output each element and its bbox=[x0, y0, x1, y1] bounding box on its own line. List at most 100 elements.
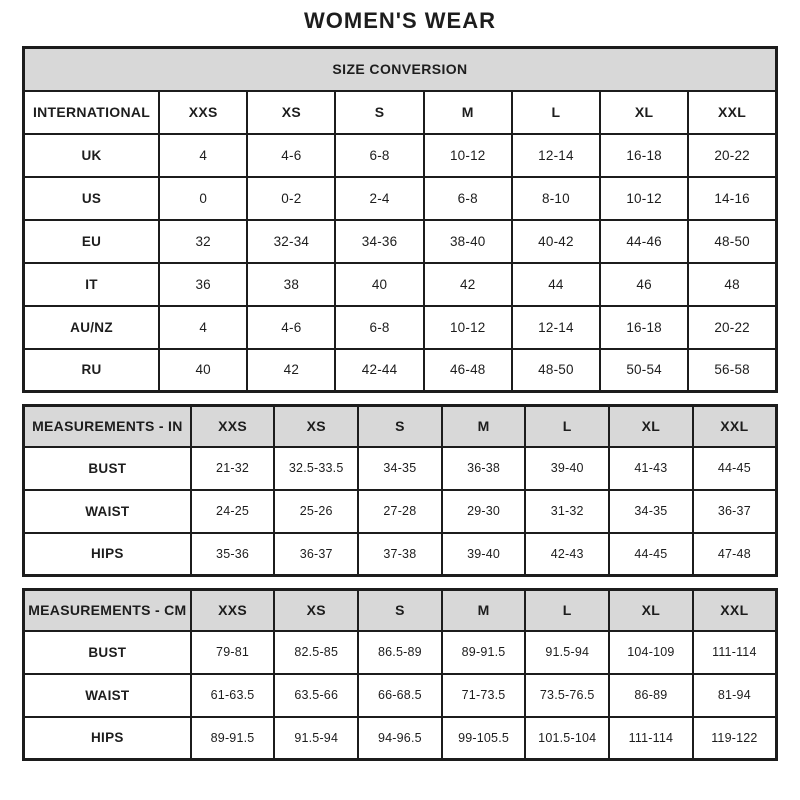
cell: 34-35 bbox=[608, 488, 694, 534]
column-header: M bbox=[422, 89, 513, 135]
cell: 24-25 bbox=[189, 488, 276, 534]
cell: 36 bbox=[158, 261, 249, 307]
row-label: WAIST bbox=[22, 488, 192, 534]
cell: 27-28 bbox=[357, 488, 443, 534]
column-header: XS bbox=[246, 89, 337, 135]
cell: 4 bbox=[158, 304, 249, 350]
column-header: L bbox=[510, 89, 602, 135]
cell: 38-40 bbox=[422, 218, 513, 264]
cell: 111-114 bbox=[608, 715, 694, 761]
row-label: UK bbox=[22, 132, 161, 178]
column-header: XXS bbox=[189, 588, 276, 632]
cell: 36-38 bbox=[440, 445, 527, 491]
cell: 36-37 bbox=[691, 488, 778, 534]
table-row: HIPS 35-36 36-37 37-38 39-40 42-43 44-45… bbox=[22, 531, 778, 577]
cell: 16-18 bbox=[599, 304, 690, 350]
cell: 104-109 bbox=[608, 629, 694, 675]
column-header: M bbox=[440, 404, 527, 448]
cell: 8-10 bbox=[510, 175, 602, 221]
table-row: HIPS 89-91.5 91.5-94 94-96.5 99-105.5 10… bbox=[22, 715, 778, 761]
row-label: WAIST bbox=[22, 672, 192, 718]
cell: 119-122 bbox=[691, 715, 778, 761]
table-row: WAIST 24-25 25-26 27-28 29-30 31-32 34-3… bbox=[22, 488, 778, 534]
cell: 46 bbox=[599, 261, 690, 307]
column-header: INTERNATIONAL bbox=[22, 89, 161, 135]
cell: 36-37 bbox=[273, 531, 360, 577]
cell: 40 bbox=[334, 261, 425, 307]
cell: 4-6 bbox=[246, 304, 337, 350]
column-header: M bbox=[440, 588, 527, 632]
cell: 44-45 bbox=[608, 531, 694, 577]
column-header: XL bbox=[599, 89, 690, 135]
table-row: BUST 79-81 82.5-85 86.5-89 89-91.5 91.5-… bbox=[22, 629, 778, 675]
column-header: S bbox=[334, 89, 425, 135]
cell: 25-26 bbox=[273, 488, 360, 534]
column-header: S bbox=[357, 404, 443, 448]
cell: 0-2 bbox=[246, 175, 337, 221]
cell: 32.5-33.5 bbox=[273, 445, 360, 491]
cell: 44 bbox=[510, 261, 602, 307]
cell: 40-42 bbox=[510, 218, 602, 264]
cell: 44-46 bbox=[599, 218, 690, 264]
cell: 73.5-76.5 bbox=[524, 672, 611, 718]
table-row: INTERNATIONAL XXS XS S M L XL XXL bbox=[22, 89, 778, 135]
cell: 16-18 bbox=[599, 132, 690, 178]
table-row: MEASUREMENTS - IN XXS XS S M L XL XXL bbox=[22, 404, 778, 448]
column-header: XS bbox=[273, 404, 360, 448]
column-header: XXL bbox=[691, 588, 778, 632]
column-header: XL bbox=[608, 588, 694, 632]
measurements-in-table: MEASUREMENTS - IN XXS XS S M L XL XXL BU… bbox=[22, 404, 778, 577]
size-conversion-title: SIZE CONVERSION bbox=[22, 46, 778, 92]
cell: 50-54 bbox=[599, 347, 690, 393]
column-header: L bbox=[524, 588, 611, 632]
cell: 47-48 bbox=[691, 531, 778, 577]
table-row: SIZE CONVERSION bbox=[22, 46, 778, 92]
cell: 91.5-94 bbox=[273, 715, 360, 761]
row-label: BUST bbox=[22, 445, 192, 491]
cell: 82.5-85 bbox=[273, 629, 360, 675]
page: WOMEN'S WEAR SIZE CONVERSION INTERNATION… bbox=[22, 0, 778, 761]
cell: 34-36 bbox=[334, 218, 425, 264]
cell: 42 bbox=[246, 347, 337, 393]
cell: 31-32 bbox=[524, 488, 611, 534]
table-row: EU 32 32-34 34-36 38-40 40-42 44-46 48-5… bbox=[22, 218, 778, 264]
cell: 12-14 bbox=[510, 132, 602, 178]
cell: 29-30 bbox=[440, 488, 527, 534]
size-conversion-table: SIZE CONVERSION INTERNATIONAL XXS XS S M… bbox=[22, 46, 778, 393]
table-row: RU 40 42 42-44 46-48 48-50 50-54 56-58 bbox=[22, 347, 778, 393]
table-row: WAIST 61-63.5 63.5-66 66-68.5 71-73.5 73… bbox=[22, 672, 778, 718]
cell: 63.5-66 bbox=[273, 672, 360, 718]
cell: 91.5-94 bbox=[524, 629, 611, 675]
row-label: IT bbox=[22, 261, 161, 307]
cell: 61-63.5 bbox=[189, 672, 276, 718]
cell: 32 bbox=[158, 218, 249, 264]
cell: 40 bbox=[158, 347, 249, 393]
column-header: L bbox=[524, 404, 611, 448]
column-header: XXL bbox=[691, 404, 778, 448]
cell: 20-22 bbox=[687, 304, 778, 350]
cell: 4-6 bbox=[246, 132, 337, 178]
column-header: XXS bbox=[158, 89, 249, 135]
column-header: XXS bbox=[189, 404, 276, 448]
cell: 89-91.5 bbox=[189, 715, 276, 761]
cell: 48-50 bbox=[510, 347, 602, 393]
table-row: IT 36 38 40 42 44 46 48 bbox=[22, 261, 778, 307]
cell: 111-114 bbox=[691, 629, 778, 675]
cell: 89-91.5 bbox=[440, 629, 527, 675]
cell: 66-68.5 bbox=[357, 672, 443, 718]
table-row: BUST 21-32 32.5-33.5 34-35 36-38 39-40 4… bbox=[22, 445, 778, 491]
cell: 39-40 bbox=[524, 445, 611, 491]
row-label: EU bbox=[22, 218, 161, 264]
cell: 32-34 bbox=[246, 218, 337, 264]
cell: 42 bbox=[422, 261, 513, 307]
cell: 10-12 bbox=[422, 304, 513, 350]
measurements-cm-table: MEASUREMENTS - CM XXS XS S M L XL XXL BU… bbox=[22, 588, 778, 761]
cell: 6-8 bbox=[422, 175, 513, 221]
column-header: XS bbox=[273, 588, 360, 632]
cell: 21-32 bbox=[189, 445, 276, 491]
cell: 0 bbox=[158, 175, 249, 221]
column-header: XL bbox=[608, 404, 694, 448]
cell: 42-44 bbox=[334, 347, 425, 393]
cell: 38 bbox=[246, 261, 337, 307]
cell: 10-12 bbox=[599, 175, 690, 221]
